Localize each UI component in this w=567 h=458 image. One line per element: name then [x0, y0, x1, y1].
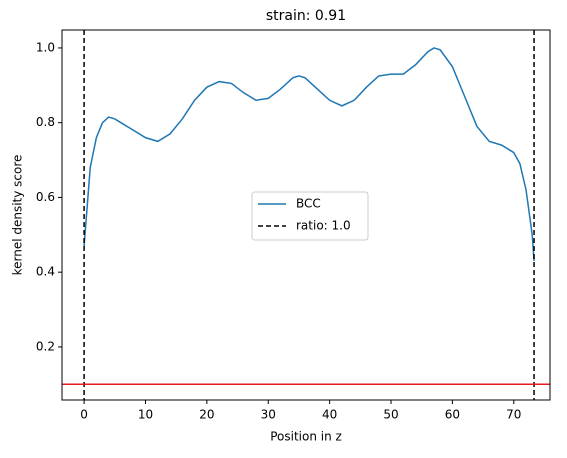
- y-tick-label: 0.2: [36, 339, 55, 353]
- y-tick-label: 0.6: [36, 190, 55, 204]
- legend-label: ratio: 1.0: [296, 219, 351, 233]
- data-line: [83, 47, 535, 262]
- y-tick-label: 0.4: [36, 265, 55, 279]
- x-tick-label: 20: [199, 408, 214, 422]
- x-tick-label: 40: [322, 408, 337, 422]
- plot-frame: [61, 29, 551, 401]
- x-tick-label: 50: [383, 408, 398, 422]
- x-tick-label: 30: [261, 408, 276, 422]
- y-tick-label: 0.8: [36, 115, 55, 129]
- x-tick-label: 0: [80, 408, 88, 422]
- chart-title: strain: 0.91: [266, 8, 346, 24]
- y-tick-label: 1.0: [36, 40, 55, 54]
- legend-label: BCC: [296, 197, 321, 211]
- x-tick-label: 60: [445, 408, 460, 422]
- x-tick-label: 10: [138, 408, 153, 422]
- x-tick-label: 70: [506, 408, 521, 422]
- x-axis-label: Position in z: [270, 430, 342, 444]
- y-axis-label: kernel density score: [11, 155, 25, 276]
